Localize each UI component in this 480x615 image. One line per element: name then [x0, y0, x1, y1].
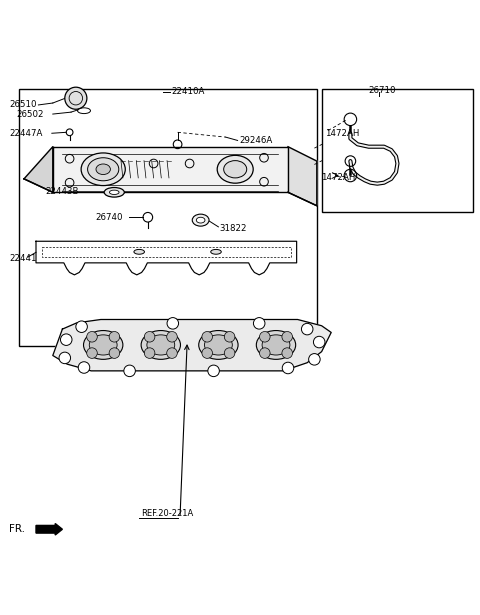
Text: 26740: 26740 [95, 213, 122, 222]
Polygon shape [53, 147, 288, 192]
Circle shape [144, 331, 155, 342]
Text: 29246A: 29246A [239, 136, 272, 145]
Circle shape [260, 331, 270, 342]
Text: 31822: 31822 [220, 224, 247, 233]
Text: 22441: 22441 [10, 254, 37, 263]
Polygon shape [24, 147, 53, 192]
Text: FR.: FR. [9, 524, 24, 534]
Circle shape [109, 331, 120, 342]
Circle shape [87, 331, 97, 342]
Circle shape [224, 331, 235, 342]
Ellipse shape [199, 330, 238, 359]
Circle shape [60, 334, 72, 346]
Circle shape [202, 348, 213, 359]
Ellipse shape [211, 250, 221, 254]
Ellipse shape [84, 330, 123, 359]
Bar [19, 89, 317, 346]
Text: 26710: 26710 [369, 86, 396, 95]
Text: 26502: 26502 [17, 109, 44, 119]
Circle shape [260, 348, 270, 359]
Ellipse shape [87, 157, 119, 181]
Text: 1472AH: 1472AH [325, 129, 360, 138]
Ellipse shape [262, 335, 290, 355]
Circle shape [76, 321, 87, 333]
Circle shape [59, 352, 71, 363]
Ellipse shape [147, 335, 175, 355]
Circle shape [313, 336, 325, 348]
Circle shape [109, 348, 120, 359]
Text: 26510: 26510 [10, 100, 37, 109]
Polygon shape [36, 523, 62, 535]
Ellipse shape [256, 330, 296, 359]
Ellipse shape [217, 156, 253, 183]
Circle shape [167, 331, 177, 342]
Circle shape [167, 348, 177, 359]
Circle shape [78, 362, 90, 373]
Ellipse shape [134, 250, 144, 254]
Circle shape [253, 317, 265, 329]
Circle shape [202, 331, 213, 342]
Ellipse shape [109, 190, 119, 194]
Polygon shape [53, 320, 331, 371]
Circle shape [282, 348, 292, 359]
Text: 1472AH: 1472AH [321, 173, 355, 182]
Text: 22447A: 22447A [10, 129, 43, 138]
Circle shape [208, 365, 219, 376]
Polygon shape [288, 147, 317, 206]
Circle shape [65, 87, 87, 109]
Text: 22443B: 22443B [46, 187, 79, 196]
Circle shape [167, 317, 179, 329]
Text: REF.20-221A: REF.20-221A [141, 509, 193, 518]
Ellipse shape [104, 188, 124, 197]
Circle shape [144, 348, 155, 359]
Circle shape [309, 354, 320, 365]
Circle shape [87, 348, 97, 359]
Circle shape [124, 365, 135, 376]
Circle shape [282, 331, 292, 342]
Ellipse shape [89, 335, 117, 355]
Ellipse shape [204, 335, 232, 355]
Circle shape [301, 323, 313, 335]
Ellipse shape [192, 214, 209, 226]
Ellipse shape [96, 164, 110, 175]
Ellipse shape [141, 330, 180, 359]
Circle shape [224, 348, 235, 359]
Circle shape [282, 362, 294, 374]
Ellipse shape [81, 153, 125, 186]
Text: 22410A: 22410A [172, 87, 205, 96]
Bar [322, 89, 473, 212]
Ellipse shape [196, 217, 205, 223]
Ellipse shape [224, 161, 247, 178]
